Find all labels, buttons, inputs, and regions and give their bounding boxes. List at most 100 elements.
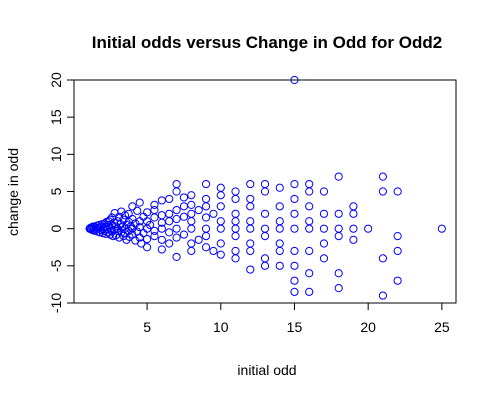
data-point <box>290 287 299 296</box>
data-point <box>157 235 166 244</box>
data-point <box>231 209 240 218</box>
data-point <box>231 232 240 241</box>
data-point <box>165 194 174 204</box>
data-point <box>305 269 314 278</box>
data-point <box>142 208 152 217</box>
data-point <box>290 224 299 233</box>
data-point <box>246 202 255 211</box>
data-point <box>150 213 159 222</box>
data-point <box>201 179 211 189</box>
data-point <box>122 235 131 244</box>
data-point <box>349 202 358 211</box>
data-point <box>260 224 270 233</box>
data-point <box>157 224 166 233</box>
data-point <box>305 246 314 256</box>
data-point <box>246 179 255 189</box>
data-point <box>172 179 181 189</box>
data-point <box>187 239 196 248</box>
data-point <box>349 224 358 233</box>
y-tick-label: -5 <box>48 259 64 272</box>
data-point <box>216 191 225 200</box>
y-tick-label: 5 <box>48 187 64 195</box>
data-point <box>179 193 189 202</box>
data-point <box>364 224 373 233</box>
data-point <box>165 217 174 226</box>
x-tick-label: 25 <box>434 319 450 335</box>
y-tick-label: 0 <box>48 225 64 233</box>
data-point <box>246 239 255 248</box>
data-point <box>393 187 402 196</box>
data-point <box>246 194 255 204</box>
data-point <box>231 254 240 263</box>
data-point <box>201 213 211 222</box>
data-point <box>165 209 174 218</box>
data-point <box>334 224 343 233</box>
x-axis-label: initial odd <box>237 362 296 378</box>
data-point <box>290 75 299 85</box>
data-point <box>137 239 146 248</box>
data-point <box>165 228 174 237</box>
data-point <box>290 261 299 270</box>
data-point <box>139 212 148 221</box>
data-point <box>150 200 159 209</box>
data-point <box>172 224 181 233</box>
data-point <box>305 202 314 211</box>
data-point <box>157 245 166 254</box>
data-point <box>216 250 225 259</box>
data-point <box>179 202 189 211</box>
data-point <box>179 230 189 239</box>
data-point <box>275 183 284 192</box>
data-point <box>187 246 196 256</box>
data-point <box>334 284 343 293</box>
data-point <box>135 198 144 207</box>
data-point <box>216 224 225 233</box>
data-point <box>187 200 196 209</box>
data-point <box>194 205 203 215</box>
data-point <box>172 252 181 262</box>
data-point <box>275 261 284 270</box>
data-point <box>157 196 166 205</box>
data-point <box>150 205 159 215</box>
data-point <box>334 232 343 241</box>
data-point <box>290 209 299 218</box>
data-point <box>216 239 225 248</box>
data-point <box>246 217 255 226</box>
data-point <box>393 232 402 241</box>
data-point <box>437 224 446 233</box>
data-point <box>275 239 284 248</box>
data-point <box>334 209 343 218</box>
data-point <box>393 276 402 285</box>
data-point <box>201 243 211 252</box>
y-axis-label: change in odd <box>5 148 21 236</box>
data-point <box>246 265 255 274</box>
data-point <box>260 254 270 263</box>
data-point <box>334 269 343 278</box>
data-point <box>150 232 159 241</box>
data-point <box>194 235 203 244</box>
data-point <box>128 202 137 211</box>
data-point <box>305 217 314 226</box>
data-point <box>179 212 189 221</box>
data-point <box>305 179 314 189</box>
data-point <box>305 224 314 233</box>
data-point <box>201 224 211 233</box>
data-point <box>305 187 314 196</box>
data-point <box>319 254 329 263</box>
data-point <box>275 217 284 226</box>
data-point <box>172 214 181 224</box>
data-point <box>349 235 358 244</box>
data-point <box>114 233 124 242</box>
data-point <box>120 211 130 220</box>
data-point <box>114 212 124 221</box>
data-point <box>111 222 120 231</box>
data-point <box>201 194 211 204</box>
data-point <box>393 246 402 256</box>
data-point <box>378 187 388 196</box>
data-point <box>378 254 388 263</box>
data-point <box>260 179 270 189</box>
data-point <box>290 179 299 189</box>
data-point <box>172 205 181 215</box>
data-point <box>187 209 196 218</box>
data-point <box>187 191 196 200</box>
